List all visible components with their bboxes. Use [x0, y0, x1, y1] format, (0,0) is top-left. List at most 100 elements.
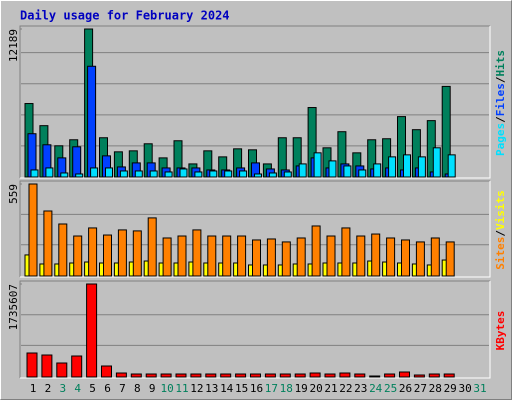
- bar: [298, 163, 307, 178]
- x-tick-label: 23: [354, 382, 367, 395]
- x-tick-label: 9: [149, 382, 156, 395]
- bar: [373, 163, 382, 178]
- x-tick-label: 25: [384, 382, 397, 395]
- bar: [266, 238, 276, 277]
- x-tick-label: 17: [265, 382, 278, 395]
- panel-edge-light: [20, 26, 491, 179]
- x-tick-label: 12: [190, 382, 203, 395]
- x-tick-label: 20: [309, 382, 322, 395]
- bar: [75, 173, 84, 178]
- x-tick-label: 3: [59, 382, 66, 395]
- bar: [162, 237, 172, 277]
- bar: [283, 171, 292, 178]
- panel-edge-light: [20, 181, 491, 278]
- bar: [73, 235, 83, 277]
- bar: [101, 365, 112, 378]
- bar: [432, 147, 441, 178]
- bar: [30, 169, 39, 178]
- bar: [56, 362, 68, 378]
- legend-separator: /: [494, 116, 507, 123]
- bar: [324, 373, 336, 378]
- bar: [194, 171, 203, 178]
- bar: [430, 237, 440, 277]
- panel: [20, 281, 490, 378]
- panel-edge-dark: [19, 180, 490, 277]
- bar: [281, 241, 291, 277]
- bar: [341, 227, 351, 277]
- bar: [294, 373, 306, 378]
- x-tick-label: 5: [89, 382, 96, 395]
- legend-separator: /: [494, 230, 507, 237]
- bar: [343, 165, 352, 178]
- x-tick-label: 8: [134, 382, 141, 395]
- bar: [134, 170, 143, 178]
- bar: [224, 170, 233, 178]
- bar: [417, 156, 426, 178]
- panel-edge-dark: [19, 280, 490, 378]
- panel-edge-dark: [19, 25, 490, 178]
- bar: [313, 152, 322, 178]
- bar: [190, 373, 202, 378]
- bar: [356, 235, 366, 277]
- bar: [328, 160, 337, 178]
- x-tick-label: 26: [399, 382, 412, 395]
- legend: Sites/Visits: [494, 190, 507, 270]
- bar: [209, 170, 218, 178]
- x-tick-label: 2: [45, 382, 52, 395]
- x-tick-label: 19: [295, 382, 308, 395]
- bar: [415, 241, 425, 277]
- x-tick-label: 1: [30, 382, 37, 395]
- x-tick-label: 16: [250, 382, 263, 395]
- bar: [71, 355, 83, 378]
- legend-entry: Sites: [494, 237, 507, 270]
- bar: [326, 235, 336, 277]
- legend-entry: Hits: [494, 50, 507, 77]
- bar: [43, 210, 53, 277]
- bar: [130, 373, 142, 378]
- bar: [160, 373, 172, 378]
- bar: [354, 373, 366, 378]
- bar: [45, 167, 54, 178]
- bar: [145, 373, 157, 378]
- x-tick-label: 30: [458, 382, 471, 395]
- bar: [132, 230, 142, 277]
- bar: [149, 170, 158, 178]
- bar: [41, 354, 53, 378]
- legend-separator: /: [494, 76, 507, 83]
- bar: [250, 373, 261, 378]
- bar: [235, 373, 247, 378]
- bar: [371, 233, 381, 277]
- x-tick-label: 14: [220, 382, 234, 395]
- bar: [179, 168, 188, 178]
- bar: [428, 373, 440, 378]
- bar: [254, 173, 262, 178]
- bar: [175, 373, 187, 378]
- bar: [164, 171, 173, 178]
- x-tick-label: 18: [280, 382, 293, 395]
- x-tick-label: 21: [324, 382, 337, 395]
- x-tick-label: 22: [339, 382, 352, 395]
- bar: [388, 156, 397, 178]
- x-tick-label: 15: [235, 382, 248, 395]
- bar: [239, 170, 248, 178]
- legend: KBytes: [494, 311, 507, 351]
- bar: [399, 371, 410, 378]
- bar: [60, 172, 69, 178]
- bar: [296, 237, 306, 277]
- bar: [115, 372, 127, 378]
- bar: [311, 225, 321, 277]
- bar: [220, 373, 232, 378]
- x-tick-label: 10: [160, 382, 173, 395]
- bar: [447, 154, 456, 178]
- x-tick-label: 31: [473, 382, 486, 395]
- x-tick-label: 24: [369, 382, 383, 395]
- legend-entry: Files: [494, 83, 507, 116]
- bar: [207, 235, 217, 277]
- bar: [147, 217, 157, 277]
- bar: [252, 239, 261, 277]
- bar: [26, 352, 38, 378]
- x-tick-label: 7: [119, 382, 126, 395]
